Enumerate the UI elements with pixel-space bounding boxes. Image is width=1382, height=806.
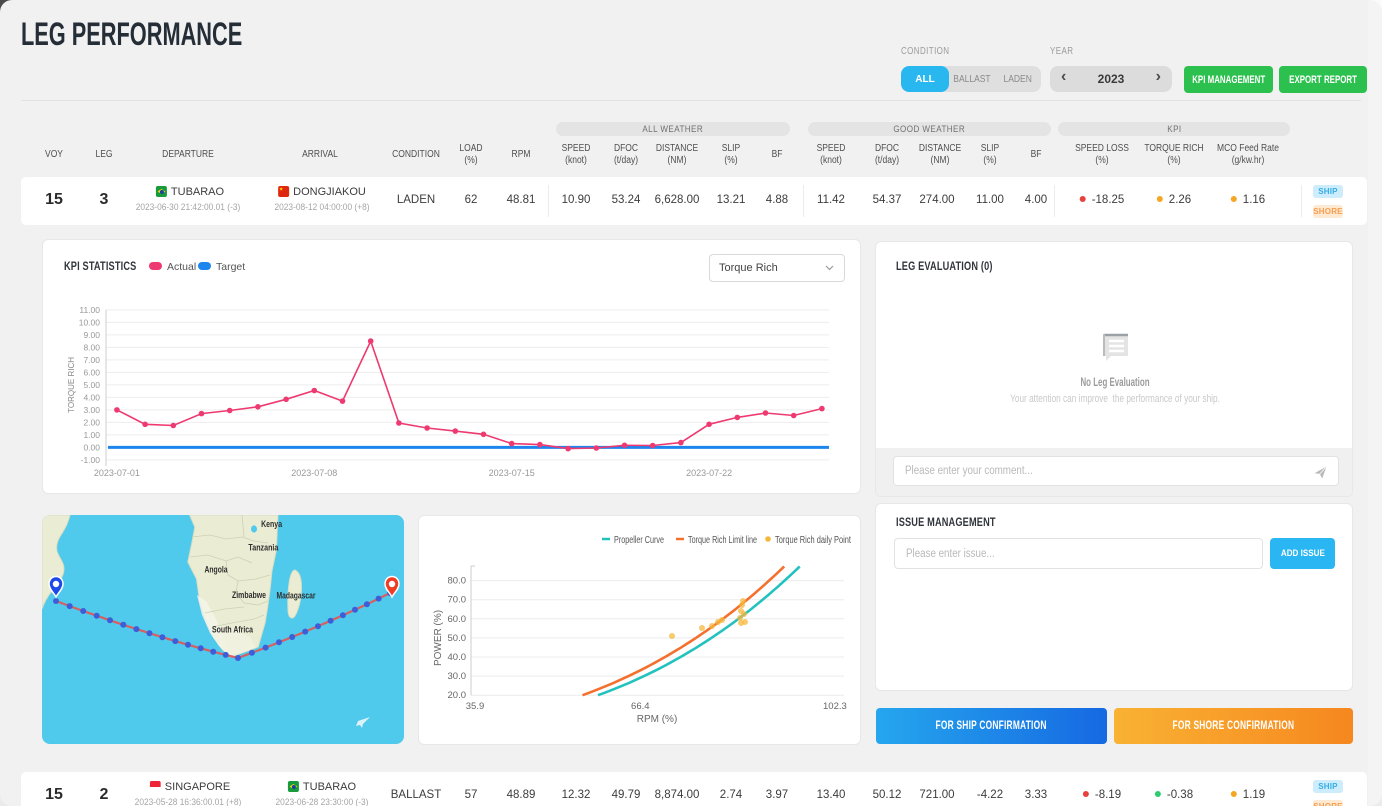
svg-text:2023-07-08: 2023-07-08 <box>291 468 337 478</box>
svg-text:9.00: 9.00 <box>83 330 100 340</box>
svg-text:Kenya: Kenya <box>261 519 283 530</box>
svg-text:South Africa: South Africa <box>212 625 254 636</box>
svg-text:TORQUE RICH: TORQUE RICH <box>67 357 76 413</box>
svg-text:70.0: 70.0 <box>448 595 467 606</box>
svg-text:2023-07-01: 2023-07-01 <box>94 468 140 478</box>
svg-text:3.00: 3.00 <box>83 405 100 415</box>
svg-text:0.00: 0.00 <box>83 442 100 452</box>
svg-text:8.00: 8.00 <box>83 342 100 352</box>
svg-text:20.0: 20.0 <box>448 690 467 701</box>
svg-text:11.00: 11.00 <box>79 305 100 315</box>
svg-text:7.00: 7.00 <box>83 355 100 365</box>
svg-text:66.4: 66.4 <box>631 701 650 712</box>
svg-text:Madagascar: Madagascar <box>277 591 316 602</box>
svg-text:Propeller Curve: Propeller Curve <box>614 535 664 546</box>
svg-text:4.00: 4.00 <box>83 392 100 402</box>
svg-text:50.0: 50.0 <box>448 633 467 644</box>
svg-text:POWER (%): POWER (%) <box>433 610 444 666</box>
svg-text:RPM (%): RPM (%) <box>637 714 678 725</box>
svg-text:Tanzania: Tanzania <box>248 543 279 554</box>
svg-text:80.0: 80.0 <box>448 576 467 587</box>
svg-text:2023-07-15: 2023-07-15 <box>489 468 535 478</box>
svg-text:2.00: 2.00 <box>83 417 100 427</box>
svg-text:35.9: 35.9 <box>466 701 485 712</box>
svg-text:2023-07-22: 2023-07-22 <box>686 468 732 478</box>
svg-text:-1.00: -1.00 <box>81 455 101 465</box>
svg-text:6.00: 6.00 <box>83 367 100 377</box>
svg-text:60.0: 60.0 <box>448 614 467 625</box>
svg-text:Torque Rich Limit line: Torque Rich Limit line <box>688 535 757 546</box>
svg-text:Zimbabwe: Zimbabwe <box>232 590 266 601</box>
svg-text:Torque Rich daily Point: Torque Rich daily Point <box>775 535 851 546</box>
svg-text:1.00: 1.00 <box>83 430 100 440</box>
svg-text:10.00: 10.00 <box>79 317 101 327</box>
svg-text:Angola: Angola <box>205 565 229 576</box>
svg-text:5.00: 5.00 <box>83 380 100 390</box>
svg-text:30.0: 30.0 <box>448 671 467 682</box>
svg-text:40.0: 40.0 <box>448 652 467 663</box>
svg-text:102.3: 102.3 <box>823 701 847 712</box>
